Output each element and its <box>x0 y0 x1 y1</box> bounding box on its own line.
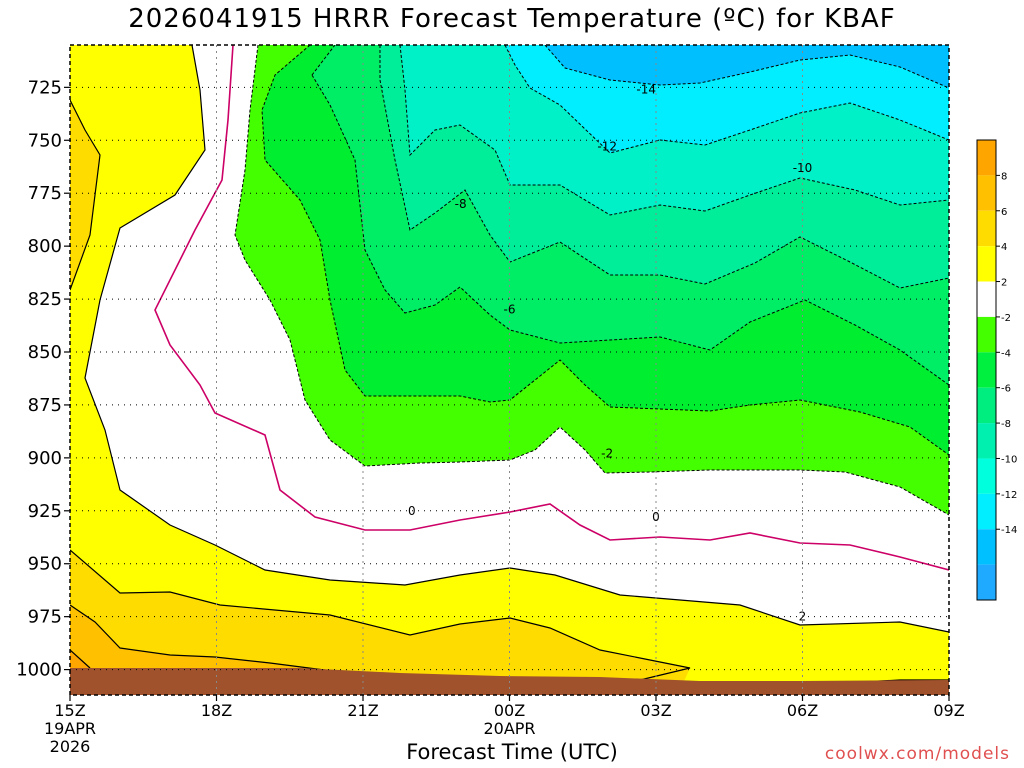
x-tick-label: 18Z <box>201 701 232 720</box>
line-minus6 <box>311 45 949 386</box>
x-tick-label: 03Z <box>640 701 671 720</box>
y-tick-label: 875 <box>28 395 62 416</box>
fill-low-6 <box>70 650 90 672</box>
y-tick-label: 725 <box>28 77 62 98</box>
y-tick-label: 825 <box>28 289 62 310</box>
contour-label: -8 <box>455 197 467 211</box>
fill-blue-lt-14 <box>545 45 949 88</box>
y-tick-label: 800 <box>28 236 62 257</box>
colorbar-label: 6 <box>1001 207 1007 218</box>
line-minus4 <box>261 45 949 456</box>
colorbar-label: 8 <box>1001 171 1007 182</box>
colorbar-label: -2 <box>1001 313 1011 324</box>
contour-label: 2 <box>799 610 807 624</box>
contour-label: -6 <box>504 303 516 317</box>
colorbar-swatch <box>977 458 996 494</box>
x-tick-date: 19APR <box>44 719 96 738</box>
colorbar-swatch <box>977 423 996 459</box>
colorbar-label: -10 <box>1001 454 1017 465</box>
colorbar-label: -12 <box>1001 490 1017 501</box>
credit-link[interactable]: coolwx.com/models <box>824 744 1010 764</box>
line-minus14 <box>544 45 949 89</box>
x-tick-label: 15Z <box>54 701 85 720</box>
x-tick-label: 06Z <box>787 701 818 720</box>
y-tick-label: 850 <box>28 342 62 363</box>
colorbar-swatch <box>977 281 996 317</box>
y-tick-label: 975 <box>28 607 62 628</box>
line-minus2 <box>234 45 949 516</box>
y-tick-label: 750 <box>28 130 62 151</box>
grid-vertical <box>216 45 803 695</box>
fill-left-orange <box>70 100 100 290</box>
colorbar-label: -4 <box>1001 348 1011 359</box>
y-tick-label: 925 <box>28 501 62 522</box>
x-tick-label: 00Z <box>494 701 525 720</box>
line-plus2-left <box>84 45 949 633</box>
line-plus6-low <box>70 604 341 673</box>
y-tick-label: 775 <box>28 183 62 204</box>
colorbar-label: 2 <box>1001 278 1007 289</box>
colorbar-label: -6 <box>1001 384 1011 395</box>
x-axis-title: Forecast Time (UTC) <box>406 740 618 764</box>
colorbar-swatch <box>977 529 996 565</box>
line-minus8 <box>379 45 949 289</box>
colorbar-swatch <box>977 564 996 600</box>
colorbar-frame <box>976 139 997 601</box>
y-tick-label: 900 <box>28 448 62 469</box>
line-plus8-low <box>70 649 91 669</box>
x-tick-label: 21Z <box>347 701 378 720</box>
colorbar-swatch <box>977 316 996 353</box>
colorbar-swatch <box>977 210 996 247</box>
contour-lines-dashed <box>234 45 949 516</box>
line-plus4-left <box>70 99 101 291</box>
colorbar-label: 4 <box>1001 242 1007 253</box>
line-minus12 <box>504 45 949 154</box>
y-tick-label: 1000 <box>16 660 62 681</box>
contour-labels: -14 -12 -10 -8 -6 -2 0 0 2 <box>408 82 812 623</box>
contour-label: -14 <box>636 82 656 96</box>
y-tick-label: 950 <box>28 554 62 575</box>
chart-title: 2026041915 HRRR Forecast Temperature (ºC… <box>128 4 896 34</box>
x-tick-year: 2026 <box>50 737 91 756</box>
colorbar-swatch <box>977 493 996 530</box>
line-zero <box>154 45 949 571</box>
colorbar-swatch <box>977 352 996 388</box>
contour-label: -2 <box>601 447 613 461</box>
line-minus10 <box>399 45 949 216</box>
fill-low-4-6 <box>70 605 340 680</box>
line-plus4-low <box>70 549 691 681</box>
contour-label: -10 <box>793 161 813 175</box>
colorbar-swatch <box>977 246 996 282</box>
colorbar-label: -8 <box>1001 419 1011 430</box>
x-tick-date: 20APR <box>483 719 535 738</box>
contour-label: 0 <box>652 510 660 524</box>
x-tick-label: 09Z <box>933 701 964 720</box>
contour-label: 0 <box>408 504 416 518</box>
colorbar-label: -14 <box>1001 525 1017 536</box>
colorbar: 8 6 4 2 -2 -4 -6 -8 -10 -12 -14 <box>976 139 1017 601</box>
colorbar-swatch <box>977 140 996 176</box>
colorbar-swatch <box>977 175 996 211</box>
contour-label: -12 <box>597 140 617 154</box>
y-axis-ticks: 725 750 775 800 825 850 875 900 925 950 975 1000 <box>16 77 70 681</box>
colorbar-swatch <box>977 387 996 424</box>
